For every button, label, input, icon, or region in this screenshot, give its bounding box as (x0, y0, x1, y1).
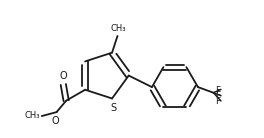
Text: F: F (215, 86, 220, 95)
Text: O: O (52, 116, 59, 126)
Text: CH₃: CH₃ (24, 111, 40, 120)
Text: O: O (59, 71, 67, 81)
Text: F: F (215, 91, 220, 100)
Text: F: F (215, 96, 220, 106)
Text: CH₃: CH₃ (110, 24, 126, 33)
Text: S: S (110, 103, 116, 113)
